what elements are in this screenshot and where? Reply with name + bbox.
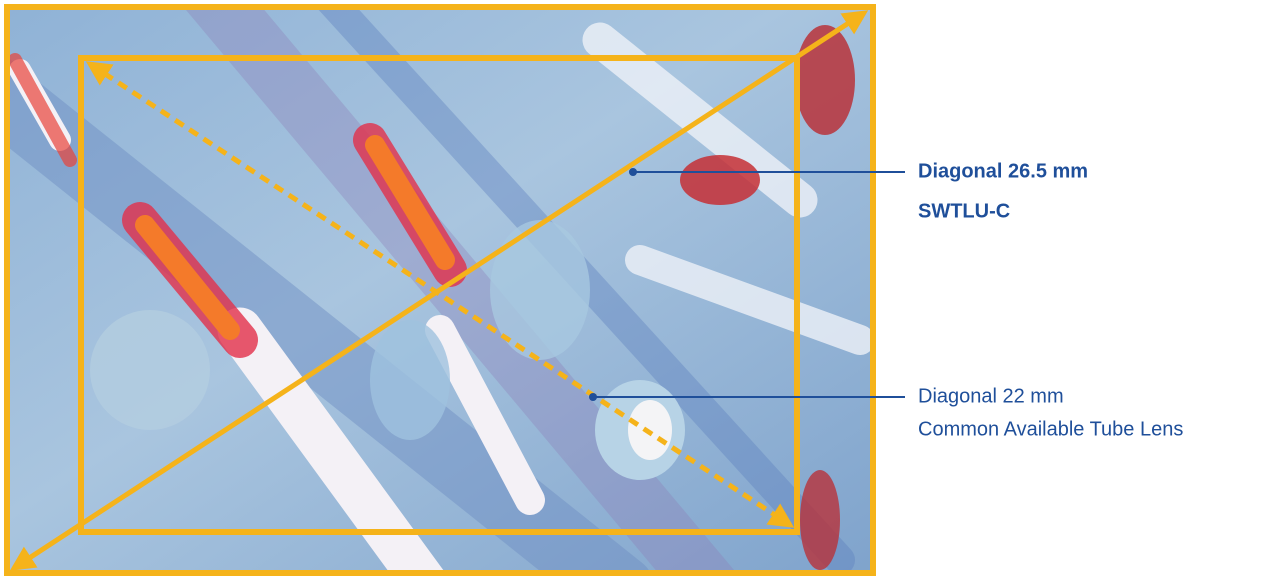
label-title: Diagonal 22 mm bbox=[918, 385, 1064, 407]
leader-dot bbox=[629, 168, 637, 176]
label-subtitle: Common Available Tube Lens bbox=[918, 418, 1183, 440]
outer-frame bbox=[4, 4, 876, 576]
inner-diagonal bbox=[85, 61, 795, 528]
leader-dot bbox=[589, 393, 597, 401]
leaders bbox=[589, 168, 905, 401]
frames bbox=[4, 4, 876, 576]
label-subtitle: SWTLU-C bbox=[918, 200, 1010, 222]
label-title: Diagonal 26.5 mm bbox=[918, 160, 1088, 182]
